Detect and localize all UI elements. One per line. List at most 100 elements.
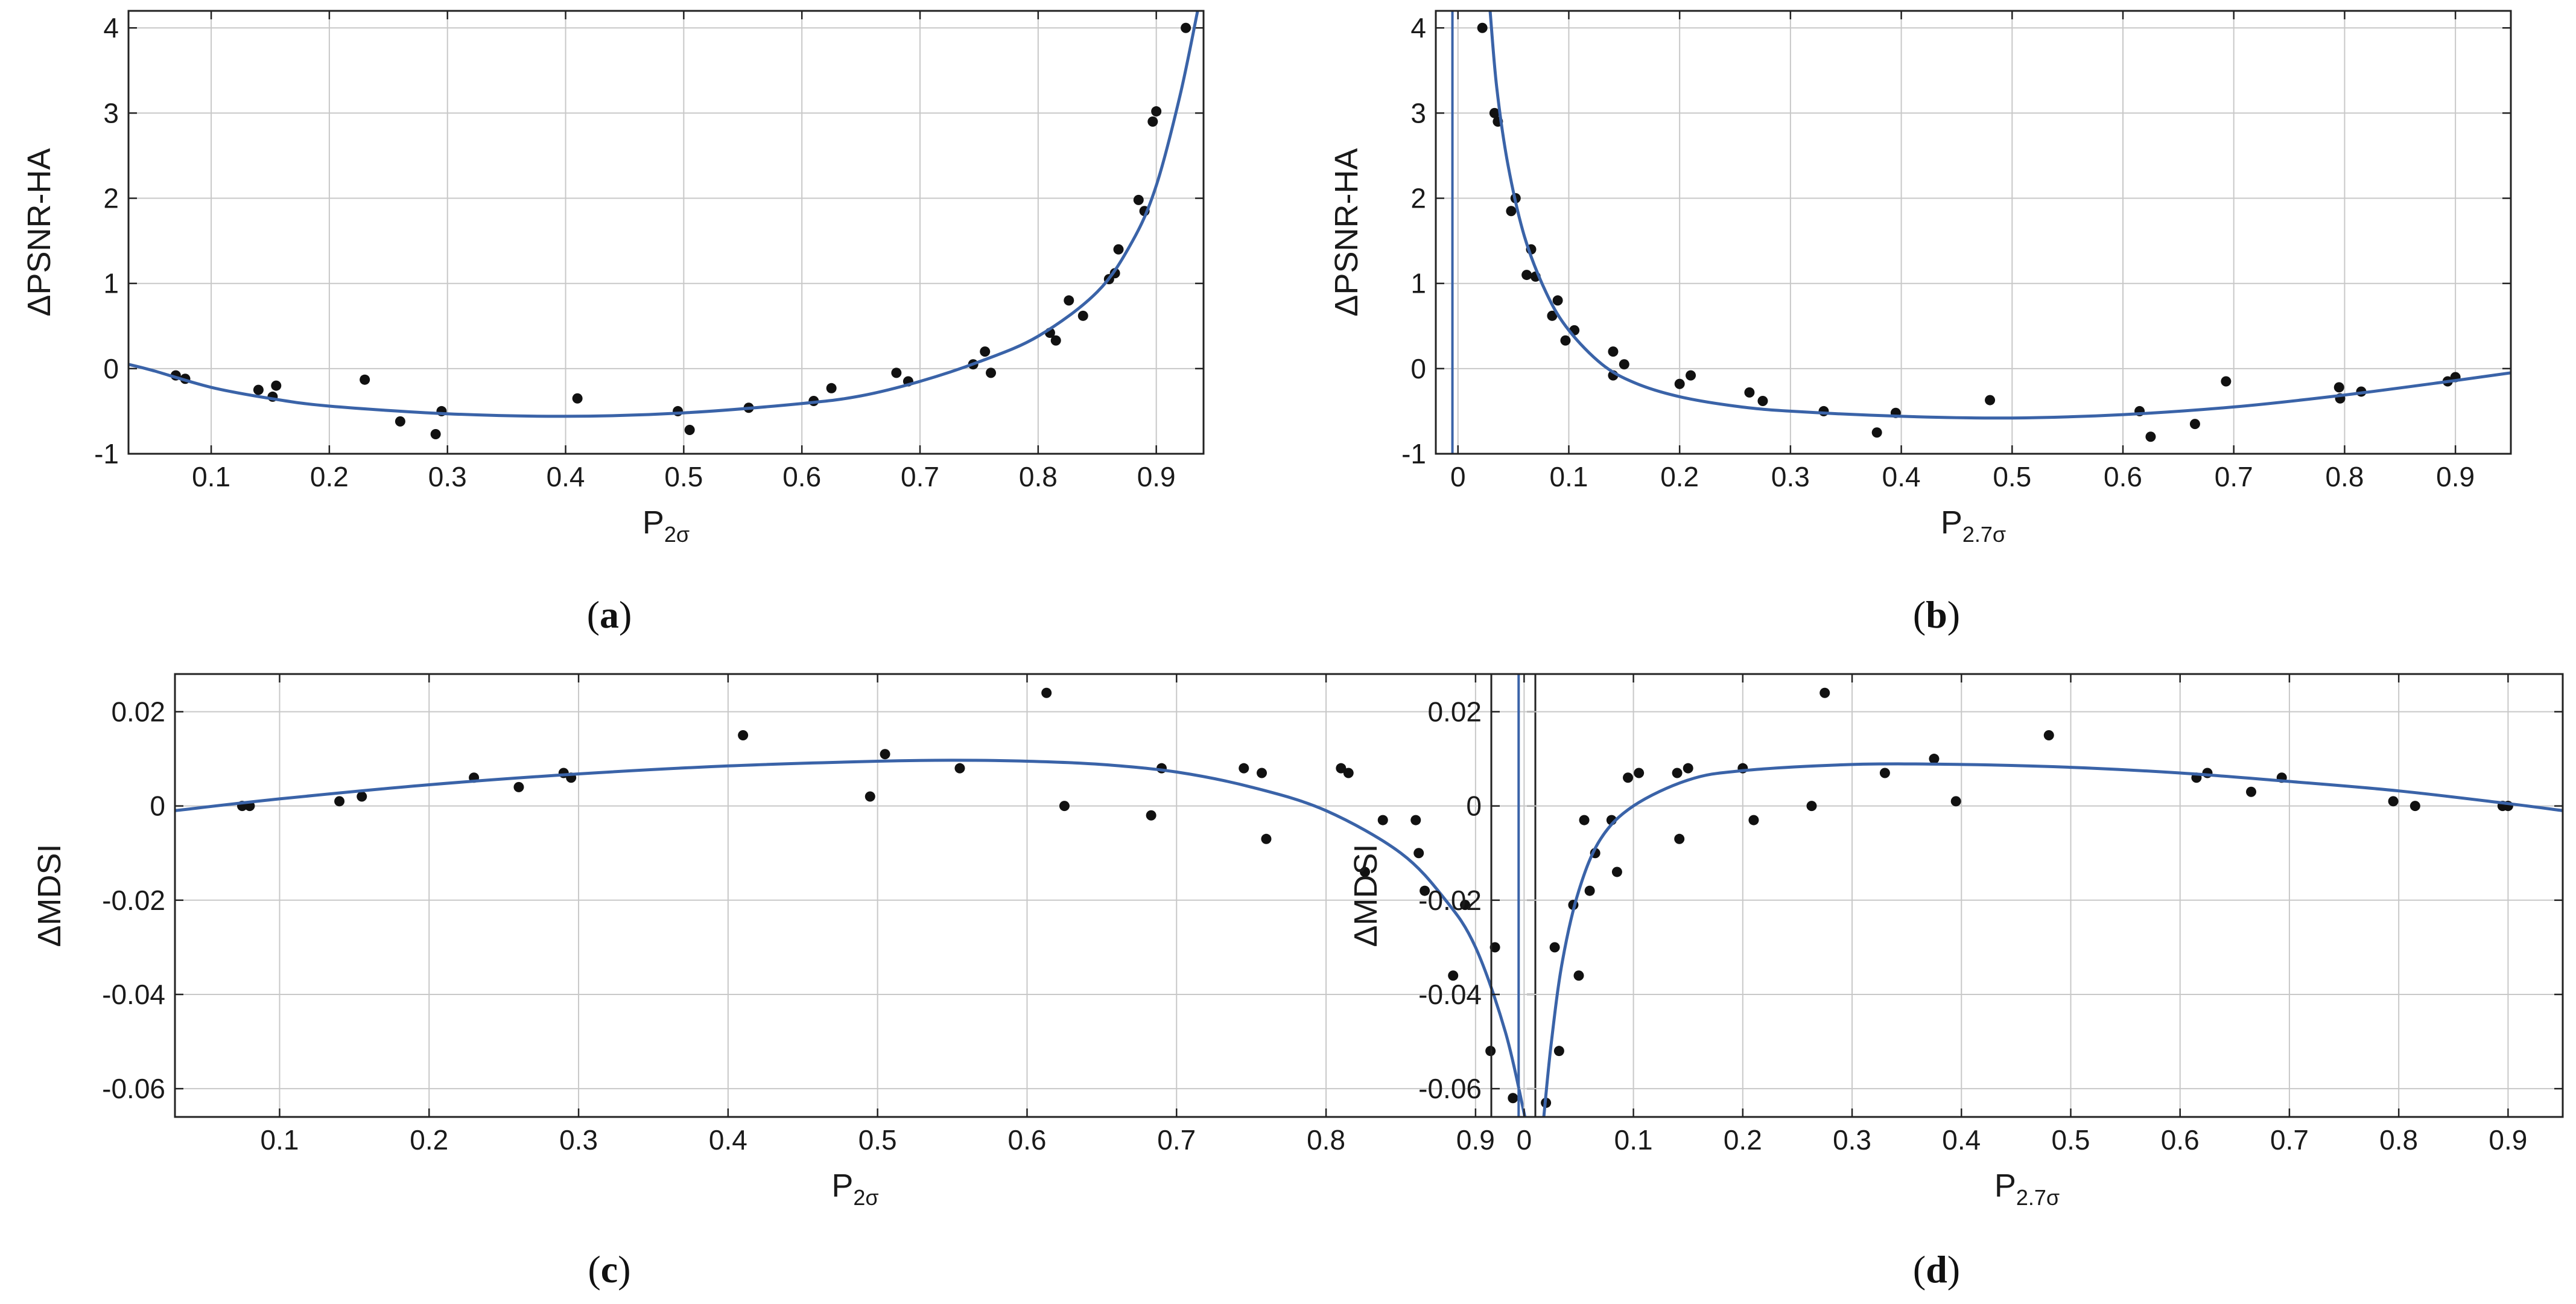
panel-label-open-paren: ( xyxy=(587,593,600,636)
data-point xyxy=(1806,801,1817,812)
x-tick-label: 0.9 xyxy=(1456,1124,1495,1156)
data-point xyxy=(738,730,749,741)
data-point xyxy=(1608,346,1619,357)
data-point xyxy=(1489,942,1500,953)
x-tick-label: 0.8 xyxy=(2325,461,2364,492)
x-tick-label: 0.3 xyxy=(428,461,467,492)
x-tick-label: 0.6 xyxy=(1007,1124,1046,1156)
data-point xyxy=(1261,833,1272,844)
x-axis-label-subscript: 2σ xyxy=(853,1185,878,1210)
y-tick-label: -1 xyxy=(1401,438,1426,469)
data-point xyxy=(1420,885,1430,896)
y-tick-label: -0.06 xyxy=(102,1073,165,1104)
panel-label-letter: d xyxy=(1926,1248,1947,1291)
data-point xyxy=(1413,848,1424,859)
plot-area xyxy=(175,687,1527,1117)
data-point xyxy=(1146,810,1156,821)
data-point xyxy=(864,791,875,802)
data-point xyxy=(1460,900,1471,911)
data-point xyxy=(1683,763,1693,774)
x-tick-label: 0.2 xyxy=(1660,461,1699,492)
data-point xyxy=(2388,796,2399,807)
data-point xyxy=(334,796,345,807)
y-tick-label: 1 xyxy=(1410,268,1426,299)
panel-label-close-paren: ) xyxy=(619,593,632,636)
data-point xyxy=(430,429,441,440)
data-point xyxy=(2333,382,2344,393)
data-point xyxy=(1050,335,1061,346)
data-point xyxy=(1985,395,1996,406)
y-tick-label: 3 xyxy=(103,97,119,129)
x-tick-label: 0.1 xyxy=(260,1124,299,1156)
y-tick-label: 0.02 xyxy=(111,696,165,727)
data-point xyxy=(271,380,282,391)
panel-label: (d) xyxy=(1913,1248,1960,1291)
data-point xyxy=(1560,335,1571,346)
data-point xyxy=(1634,768,1645,778)
data-point xyxy=(1151,106,1162,117)
x-axis-label: P2σ xyxy=(642,504,690,547)
y-tick-label: -0.02 xyxy=(102,885,165,916)
y-tick-label: 1 xyxy=(103,268,119,299)
y-axis-label: ΔMDSI xyxy=(1348,844,1384,947)
data-point xyxy=(1929,754,1940,765)
data-point xyxy=(360,374,370,385)
panel-label: (b) xyxy=(1913,593,1960,636)
panel-label-close-paren: ) xyxy=(1947,593,1960,636)
data-point xyxy=(1573,970,1584,981)
x-tick-label: 0.1 xyxy=(1614,1124,1653,1156)
panel-label-close-paren: ) xyxy=(618,1248,630,1291)
data-point xyxy=(2145,431,2156,442)
panel-label-open-paren: ( xyxy=(1913,1248,1926,1291)
data-point xyxy=(1064,295,1074,306)
data-point xyxy=(1147,116,1158,127)
data-point xyxy=(1871,427,1882,438)
y-tick-label: 0 xyxy=(103,353,119,384)
x-tick-label: 0.3 xyxy=(1771,461,1810,492)
data-point xyxy=(2189,419,2200,430)
data-point xyxy=(1477,22,1488,33)
data-point xyxy=(395,416,405,427)
x-tick-label: 0.5 xyxy=(664,461,703,492)
x-tick-label: 0.9 xyxy=(1137,461,1176,492)
data-point xyxy=(1547,310,1558,321)
panel-label-letter: c xyxy=(601,1248,618,1291)
x-tick-label: 0.7 xyxy=(1157,1124,1196,1156)
data-point xyxy=(1757,395,1768,406)
y-tick-label: 4 xyxy=(1410,12,1426,43)
plot-area xyxy=(1517,674,2563,1117)
x-tick-label: 0.4 xyxy=(709,1124,747,1156)
data-point xyxy=(2043,730,2054,741)
x-axis-label-subscript: 2σ xyxy=(664,522,690,547)
plot-frame xyxy=(127,10,1205,455)
x-tick-label: 0.7 xyxy=(901,461,939,492)
y-tick-label: 4 xyxy=(103,12,119,43)
panel-b: 0 0.1 0.2 0.3 0.4 0.5 0.6 0.7 0.8 0.9 -1 0 1 2 3 4 P2.7σ… xyxy=(1328,10,2512,636)
x-tick-label: 0.6 xyxy=(2161,1124,2200,1156)
data-point xyxy=(986,367,997,378)
x-tick-label: 0.2 xyxy=(410,1124,448,1156)
panel-label-close-paren: ) xyxy=(1947,1248,1960,1291)
y-tick-label: -0.04 xyxy=(102,979,165,1010)
data-point xyxy=(891,367,902,378)
y-tick-label: 0 xyxy=(1466,790,1482,822)
data-point xyxy=(1579,815,1590,825)
data-point xyxy=(513,781,524,792)
data-point xyxy=(1360,867,1371,877)
data-point xyxy=(1686,370,1696,381)
data-point xyxy=(1336,763,1347,774)
x-tick-label: 0.8 xyxy=(1307,1124,1345,1156)
x-axis-label-main: P xyxy=(642,504,664,541)
data-point xyxy=(1521,270,1532,281)
y-axis-label: ΔMDSI xyxy=(31,844,68,947)
fit-curve xyxy=(128,11,1199,418)
fit-curve xyxy=(1488,11,2511,420)
x-tick-label: 0.9 xyxy=(2489,1124,2527,1156)
data-point xyxy=(2409,801,2420,812)
data-point xyxy=(1818,406,1829,416)
x-tick-label: 0.2 xyxy=(310,461,349,492)
y-axis-label: ΔPSNR-HA xyxy=(21,148,57,316)
data-point xyxy=(253,384,264,395)
y-tick-label: -0.06 xyxy=(1418,1073,1482,1104)
